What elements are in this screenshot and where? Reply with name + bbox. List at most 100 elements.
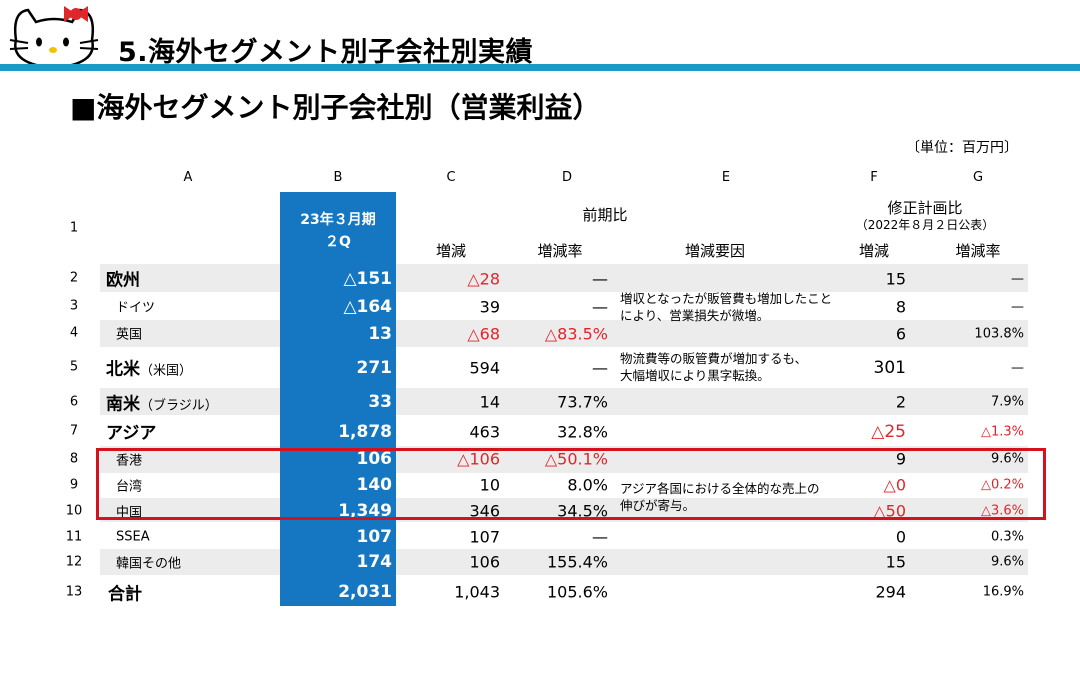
row-label-north-america: 北米（米国） (106, 355, 192, 380)
row-ssea-b-value: 107 (356, 527, 393, 547)
row-uk-d-value: △83.5% (544, 324, 608, 344)
row-total-d-value: 105.6% (546, 582, 608, 602)
band-row-4 (100, 320, 1028, 347)
row-korea-other-d-value: 155.4% (546, 552, 608, 572)
row-north-america-g-value: — (1011, 360, 1024, 376)
row-number-7: 7 (69, 423, 79, 439)
column-b-header-period: 23年３月期 (300, 212, 376, 228)
row-korea-other-f-value: 15 (885, 552, 906, 572)
header-f-change: 増減 (858, 242, 889, 260)
row-ssea-c-value: 107 (469, 527, 500, 547)
title-underline-bar (0, 64, 1080, 71)
row-korea-other-c-value: 106 (469, 552, 500, 572)
row-europe-b-value: △151 (343, 269, 392, 289)
row-label-taiwan: 台湾 (116, 479, 143, 495)
row-label-hong-kong: 香港 (116, 453, 143, 469)
band-row-12 (100, 549, 1028, 575)
header-plan-date: （2022年８月２日公表） (855, 218, 995, 232)
header-prev-year-group: 前期比 (582, 206, 628, 224)
note-asia-line2: 伸びが寄与。 (620, 498, 696, 513)
row-china-b-value: 1,349 (338, 501, 392, 521)
note-north-america: 物流費等の販管費が増加するも、 大幅増収により黒字転換。 (620, 350, 807, 384)
row-number-5: 5 (69, 359, 79, 375)
row-total-c-value: 1,043 (454, 582, 500, 602)
row-asia-f-value: △25 (871, 422, 906, 442)
band-row-6 (100, 388, 1028, 415)
row-south-america-c-value: 14 (479, 392, 500, 412)
row-taiwan-c-value: 10 (479, 475, 500, 495)
column-letter-a: A (183, 170, 193, 185)
row-number-8: 8 (69, 451, 79, 467)
row-number-4: 4 (69, 325, 79, 341)
row-label-north-america-main: 北米 (106, 359, 140, 380)
row-taiwan-d-value: 8.0% (567, 475, 608, 495)
unit-label: 〔単位：百万円〕 (906, 140, 1018, 156)
row-hong-kong-c-value: △106 (457, 449, 500, 469)
row-germany-b-value: △164 (343, 297, 392, 317)
row-china-c-value: 346 (469, 501, 500, 521)
note-north-america-line1: 物流費等の販管費が増加するも、 (620, 351, 808, 366)
row-china-g-value: △3.6% (980, 503, 1024, 519)
row-number-9: 9 (69, 477, 79, 493)
row-south-america-b-value: 33 (368, 392, 392, 412)
header-e-factor: 増減要因 (684, 242, 745, 260)
column-letter-g: G (972, 170, 984, 185)
highlight-box-asia-subsidiaries (96, 448, 1046, 520)
row-label-ssea: SSEA (116, 529, 150, 545)
row-korea-other-g-value: 9.6% (990, 554, 1024, 570)
row-north-america-f-value: 301 (873, 358, 906, 378)
row-number-6: 6 (69, 394, 79, 410)
note-asia: アジア各国における全体的な売上の 伸びが寄与。 (620, 480, 820, 514)
row-uk-g-value: 103.8% (974, 326, 1024, 342)
column-letter-c: C (446, 170, 456, 185)
row-label-south-america-main: 南米 (106, 394, 140, 415)
row-label-europe: 欧州 (106, 270, 140, 291)
row-taiwan-g-value: △0.2% (980, 477, 1024, 493)
note-north-america-line2: 大幅増収により黒字転換。 (620, 368, 770, 383)
row-label-korea-other: 韓国その他 (116, 556, 182, 572)
row-uk-c-value: △68 (467, 324, 500, 344)
note-europe-line1: 増収となったが販管費も増加したこと (620, 291, 833, 306)
row-taiwan-f-value: △0 (883, 475, 906, 495)
row-north-america-c-value: 594 (469, 358, 500, 378)
row-number-3: 3 (69, 298, 79, 314)
row-taiwan-b-value: 140 (356, 475, 393, 495)
row-south-america-d-value: 73.7% (557, 392, 608, 412)
row-germany-g-value: — (1011, 299, 1024, 315)
header-plan-group: 修正計画比 (887, 199, 963, 217)
row-north-america-d-value: — (592, 358, 608, 378)
note-europe: 増収となったが販管費も増加したこと により、営業損失が微増。 (620, 290, 832, 324)
row-number-10: 10 (65, 503, 83, 519)
row-ssea-d-value: — (592, 527, 608, 547)
row-number-1: 1 (69, 220, 79, 236)
row-hong-kong-d-value: △50.1% (544, 449, 608, 469)
row-total-b-value: 2,031 (338, 582, 392, 602)
row-hong-kong-f-value: 9 (895, 449, 906, 469)
row-china-f-value: △50 (873, 501, 906, 521)
row-uk-f-value: 6 (895, 324, 906, 344)
row-label-china: 中国 (116, 505, 143, 521)
row-south-america-f-value: 2 (895, 392, 906, 412)
row-number-11: 11 (65, 529, 83, 545)
row-hong-kong-g-value: 9.6% (990, 451, 1024, 467)
note-europe-line2: により、営業損失が微増。 (620, 308, 770, 323)
row-number-13: 13 (65, 584, 83, 600)
row-uk-b-value: 13 (368, 324, 392, 344)
row-south-america-g-value: 7.9% (990, 394, 1024, 410)
row-label-asia: アジア (106, 423, 157, 444)
column-b-header-quarter: ２Q (325, 234, 351, 250)
row-germany-c-value: 39 (479, 297, 500, 317)
header-d-rate: 増減率 (537, 242, 583, 260)
header-g-rate: 増減率 (955, 242, 1001, 260)
row-ssea-g-value: 0.3% (990, 529, 1024, 545)
row-korea-other-b-value: 174 (356, 552, 393, 572)
row-number-12: 12 (65, 554, 83, 570)
row-label-germany: ドイツ (116, 300, 156, 316)
column-letter-e: E (721, 170, 731, 185)
band-row-2 (100, 264, 1028, 292)
row-label-south-america: 南米（ブラジル） (106, 390, 218, 415)
row-label-uk: 英国 (116, 327, 143, 343)
row-hong-kong-b-value: 106 (356, 449, 393, 469)
row-china-d-value: 34.5% (557, 501, 608, 521)
row-label-total: 合計 (108, 584, 142, 605)
